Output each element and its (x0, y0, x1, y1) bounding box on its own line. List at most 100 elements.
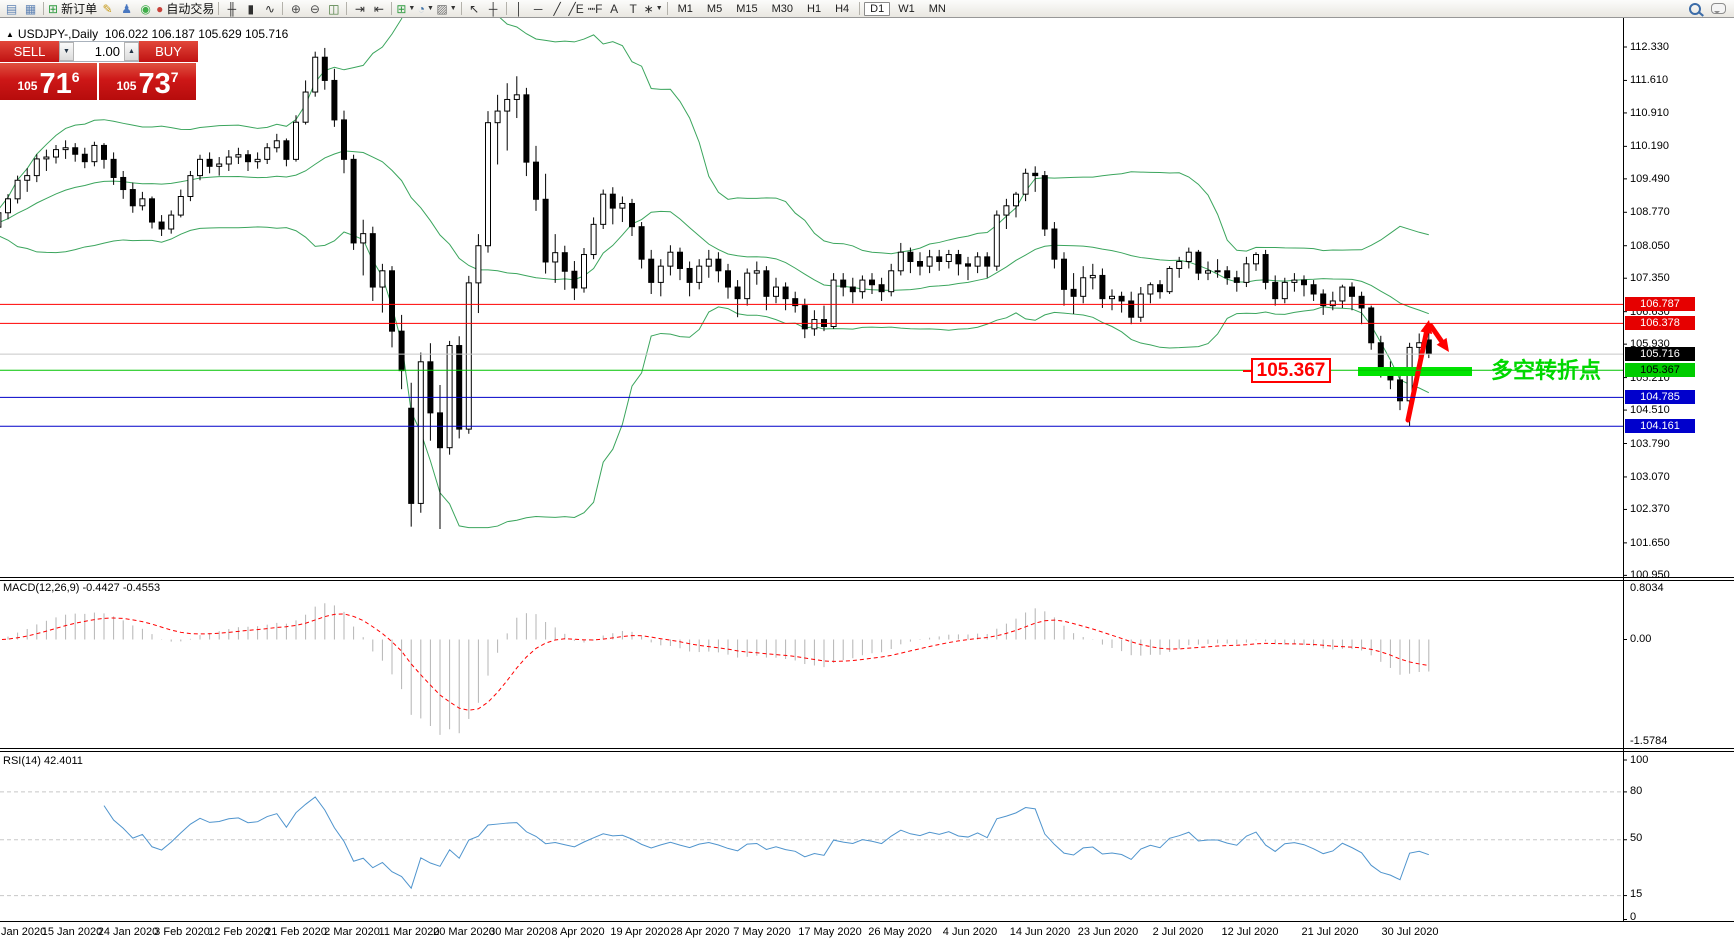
macd-panel (0, 603, 1430, 735)
candle (494, 110, 501, 124)
toolbar-separator (391, 2, 393, 15)
vertical-line-icon: │ (515, 1, 523, 16)
new-order-icon[interactable]: ⊞ 新订单 (48, 1, 97, 17)
candle (264, 147, 271, 160)
candle (369, 233, 376, 288)
x-axis-label: 21 Feb 2020 (265, 926, 327, 938)
turning-point-annotation[interactable]: 多空转折点 (1491, 358, 1602, 383)
arrows-icon-dropdown[interactable]: ▼ (655, 4, 663, 12)
chat-icon[interactable] (1711, 3, 1726, 14)
signals-icon[interactable]: ◉ (137, 1, 154, 17)
x-axis-label: 3 Feb 2020 (154, 926, 210, 938)
timeframe-mn[interactable]: MN (928, 2, 946, 15)
candle (581, 254, 587, 289)
templates-icon[interactable]: ▨ ▼ (436, 1, 456, 17)
candle (456, 345, 463, 430)
autotrading-icon[interactable]: ● 自动交易 (156, 1, 214, 17)
candle (792, 298, 799, 307)
x-axis-label: 26 May 2020 (868, 926, 932, 938)
candlestick-chart-icon[interactable]: ▮ (242, 1, 259, 17)
bar-chart-icon[interactable]: ╫ (223, 1, 240, 17)
green-support-bar[interactable] (1358, 367, 1472, 376)
indicators-icon[interactable]: ⊞ ▼ (396, 1, 415, 17)
timeframe-m15[interactable]: M15 (736, 2, 758, 15)
candle (408, 407, 415, 504)
candle (609, 193, 616, 209)
rsi-scale-80: 80 (1630, 785, 1643, 797)
candle (235, 154, 242, 158)
buy-button[interactable]: BUY (139, 41, 198, 62)
fibonacci-icon[interactable]: ┉F (587, 1, 604, 17)
candle (878, 284, 885, 293)
search-icon[interactable] (1689, 2, 1701, 15)
timeframe-d1[interactable]: D1 (864, 1, 891, 16)
candle (1013, 193, 1019, 207)
auto-scroll-icon[interactable]: ⇥ (351, 1, 368, 17)
experts-icon[interactable]: ♟ (118, 1, 135, 17)
timeframe-m1[interactable]: M1 (677, 2, 693, 15)
y-axis-tick-104.510: 104.510 (1630, 404, 1670, 417)
market-watch-icon[interactable]: ▦ (22, 1, 39, 17)
candle (648, 258, 655, 283)
horizontal-line-icon[interactable]: ─ (530, 1, 547, 17)
candle (696, 265, 703, 283)
sell-button[interactable]: SELL (0, 41, 59, 62)
volume-increase-button[interactable]: ▲ (124, 42, 139, 61)
crosshair-icon[interactable]: ┼ (485, 1, 502, 17)
bollinger-middle (0, 150, 1429, 315)
candle (1243, 263, 1250, 283)
timeframe-h4[interactable]: H4 (835, 2, 850, 15)
vertical-line-icon[interactable]: │ (511, 1, 528, 17)
candle (1070, 288, 1077, 297)
arrows-icon: ∗ (643, 1, 654, 16)
templates-icon-dropdown[interactable]: ▼ (449, 4, 457, 12)
text-label-icon[interactable]: T (625, 1, 642, 17)
candle (187, 175, 194, 198)
toolbar-separator (218, 2, 220, 15)
timeframe-w1[interactable]: W1 (898, 2, 915, 15)
line-chart-icon[interactable]: ∿ (261, 1, 278, 17)
metaeditor-icon[interactable]: ✎ (99, 1, 116, 17)
price-flag-annotation[interactable]: 105.367 (1251, 358, 1331, 383)
autotrading-icon: ● (156, 1, 164, 16)
rsi-line (103, 796, 1429, 890)
candle (542, 198, 549, 263)
timeframe-m5[interactable]: M5 (706, 2, 723, 15)
red-arrow-shaft[interactable] (1405, 325, 1430, 423)
symbol-period: USDJPY-,Daily (17, 27, 99, 41)
bid-price-box[interactable]: 105 71 6 (0, 63, 97, 100)
candle (283, 140, 290, 160)
candle (245, 154, 251, 163)
volume-decrease-button[interactable]: ▼ (59, 42, 74, 61)
cursor-icon[interactable]: ↖ (466, 1, 483, 17)
volume-input[interactable]: 1.00 (94, 44, 120, 59)
zoom-in-icon[interactable]: ⊕ (287, 1, 304, 17)
periods-icon-dropdown[interactable]: ▼ (427, 4, 434, 12)
periods-icon[interactable]: ◔ ▼ (417, 1, 434, 17)
candle (14, 179, 21, 200)
zoom-out-icon[interactable]: ⊖ (306, 1, 323, 17)
arrows-icon[interactable]: ∗ ▼ (644, 1, 663, 17)
equidistant-channel-icon[interactable]: ╱E (568, 1, 585, 17)
candle (840, 279, 847, 288)
trendline-icon[interactable]: ╱ (549, 1, 566, 17)
x-axis-label: 23 Jun 2020 (1077, 926, 1139, 938)
tile-windows-icon[interactable]: ◫ (325, 1, 342, 17)
chart-shift-icon[interactable]: ⇤ (370, 1, 387, 17)
ask-price-box[interactable]: 105 73 7 (99, 63, 196, 100)
candle (254, 158, 261, 163)
terminal-icon[interactable]: ▤ (3, 1, 20, 17)
candle (600, 193, 607, 225)
chart-title: ▲ USDJPY-,Daily 106.022 106.187 105.629 1… (6, 27, 288, 41)
timeframe-h1[interactable]: H1 (807, 2, 822, 15)
timeframe-m30[interactable]: M30 (771, 2, 793, 15)
toolbar-separator (505, 2, 507, 15)
indicators-icon-dropdown[interactable]: ▼ (408, 4, 416, 12)
toolbar-separator (666, 2, 668, 15)
collapse-marker-icon[interactable]: ▲ (6, 30, 14, 39)
rsi-scale-15: 15 (1630, 888, 1643, 900)
candle (1185, 251, 1192, 263)
text-icon[interactable]: A (606, 1, 623, 17)
x-axis-label: 8 Apr 2020 (551, 926, 605, 938)
